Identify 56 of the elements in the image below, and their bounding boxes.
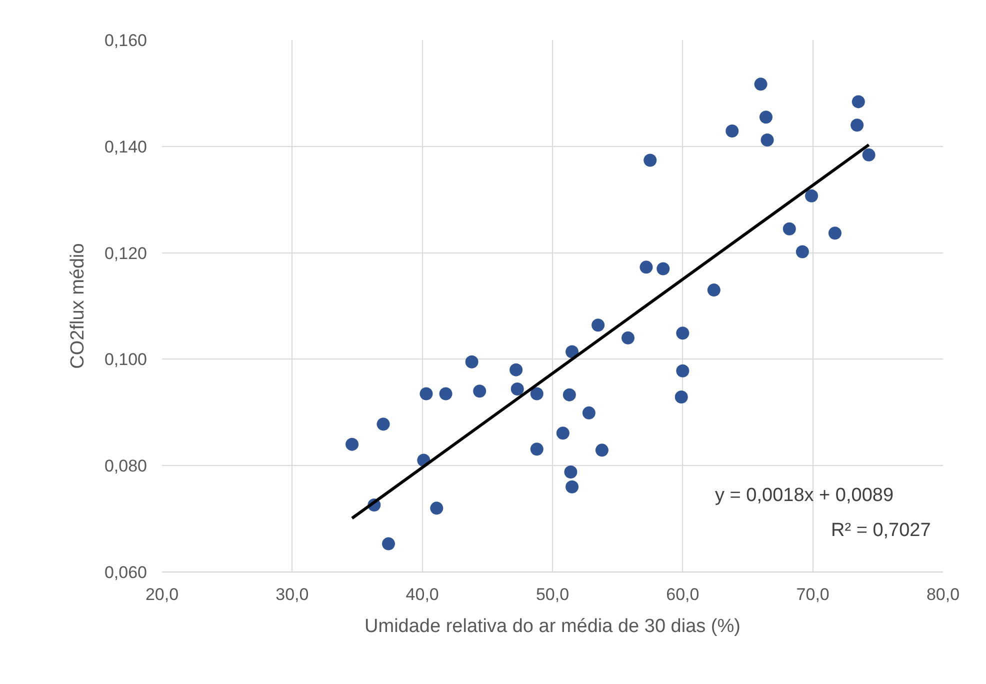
point (726, 124, 739, 138)
point (510, 363, 523, 376)
point (595, 444, 608, 457)
point (862, 148, 876, 162)
x-tick-label: 60,0 (666, 585, 700, 604)
y-tick-label: 0,140 (104, 137, 147, 156)
point (760, 134, 774, 147)
point (759, 110, 772, 124)
point (420, 387, 433, 400)
annotation: R² = 0,7027 (831, 520, 931, 541)
point (828, 226, 842, 240)
point (510, 382, 524, 396)
point (656, 262, 670, 276)
point (473, 384, 486, 398)
point (850, 118, 864, 132)
point (465, 355, 478, 368)
point (782, 222, 796, 236)
point (562, 388, 576, 402)
point (592, 318, 605, 332)
point (376, 418, 390, 431)
y-axis-title: CO2flux médio (67, 243, 88, 369)
point (556, 426, 570, 440)
y-tick-label: 0,080 (104, 456, 147, 476)
point (566, 345, 579, 358)
point (676, 364, 690, 378)
x-tick-label: 20,0 (145, 585, 179, 604)
x-tick-label: 70,0 (796, 585, 830, 604)
point (439, 387, 452, 400)
point (530, 387, 544, 400)
annotation: y = 0,0018x + 0,0089 (715, 485, 894, 506)
point (530, 442, 544, 456)
point (430, 502, 444, 515)
y-tick-label: 0,060 (104, 562, 147, 582)
point (805, 189, 818, 202)
x-axis-title: Umidade relativa do ar média de 30 dias (%) (364, 616, 740, 637)
point (564, 465, 578, 478)
x-tick-label: 80,0 (926, 585, 960, 604)
point (622, 331, 634, 344)
point (852, 95, 865, 108)
point (796, 245, 809, 258)
point (640, 260, 653, 274)
x-tick-label: 40,0 (406, 585, 439, 604)
x-tick-label: 50,0 (536, 585, 570, 604)
point (346, 438, 359, 451)
point (674, 390, 688, 404)
point (582, 406, 596, 420)
y-tick-label: 0,100 (104, 350, 147, 370)
point (382, 537, 395, 550)
x-tick-label: 30,0 (276, 585, 309, 604)
point (644, 154, 657, 167)
point (676, 326, 690, 340)
y-tick-label: 0,160 (104, 30, 147, 50)
point (707, 284, 720, 297)
y-tick-label: 0,120 (104, 244, 147, 263)
point (754, 78, 768, 91)
point (566, 480, 579, 494)
